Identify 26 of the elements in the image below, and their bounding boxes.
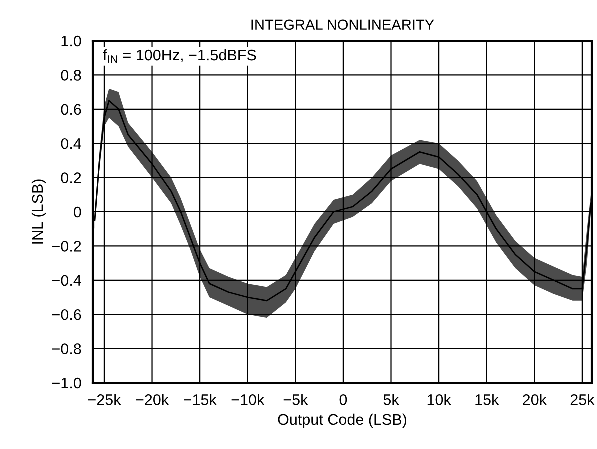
y-tick-label: 0.6 [61, 104, 82, 116]
y-tick-label: −0.4 [52, 275, 82, 286]
x-tick-label: 10k [428, 394, 452, 406]
y-tick-label: −0.2 [52, 241, 82, 252]
annotation: f$_{IN}$ = 100Hz, −1.5dBFS [103, 49, 256, 63]
x-tick-label: −20k [136, 394, 170, 406]
x-tick-label: 20k [523, 394, 547, 406]
x-tick-label: 0 [340, 394, 348, 406]
x-tick-label: 25k [570, 394, 595, 406]
x-axis-title: Output Code (LSB) [278, 414, 407, 428]
y-axis-title: INL (LSB) [32, 180, 46, 244]
y-tick-label: 0.4 [61, 138, 82, 150]
y-tick-label: 0 [74, 206, 82, 218]
x-tick-label: 15k [476, 394, 500, 406]
x-tick-label: −5k [284, 394, 308, 406]
y-tick-label: −0.8 [52, 344, 82, 354]
x-tick-label: 5k [384, 394, 400, 406]
y-tick-label: 0.8 [61, 70, 82, 81]
x-tick-label: −25k [88, 394, 122, 406]
y-tick-label: 1.0 [62, 36, 82, 47]
y-tick-label: 0.2 [61, 172, 82, 184]
chart-title: INTEGRAL NONLINEARITY [252, 20, 434, 30]
x-tick-label: −10k [232, 394, 265, 406]
x-tick-label: −15k [184, 394, 217, 406]
y-tick-label: −1.0 [52, 378, 82, 389]
y-tick-label: −0.6 [52, 309, 82, 320]
